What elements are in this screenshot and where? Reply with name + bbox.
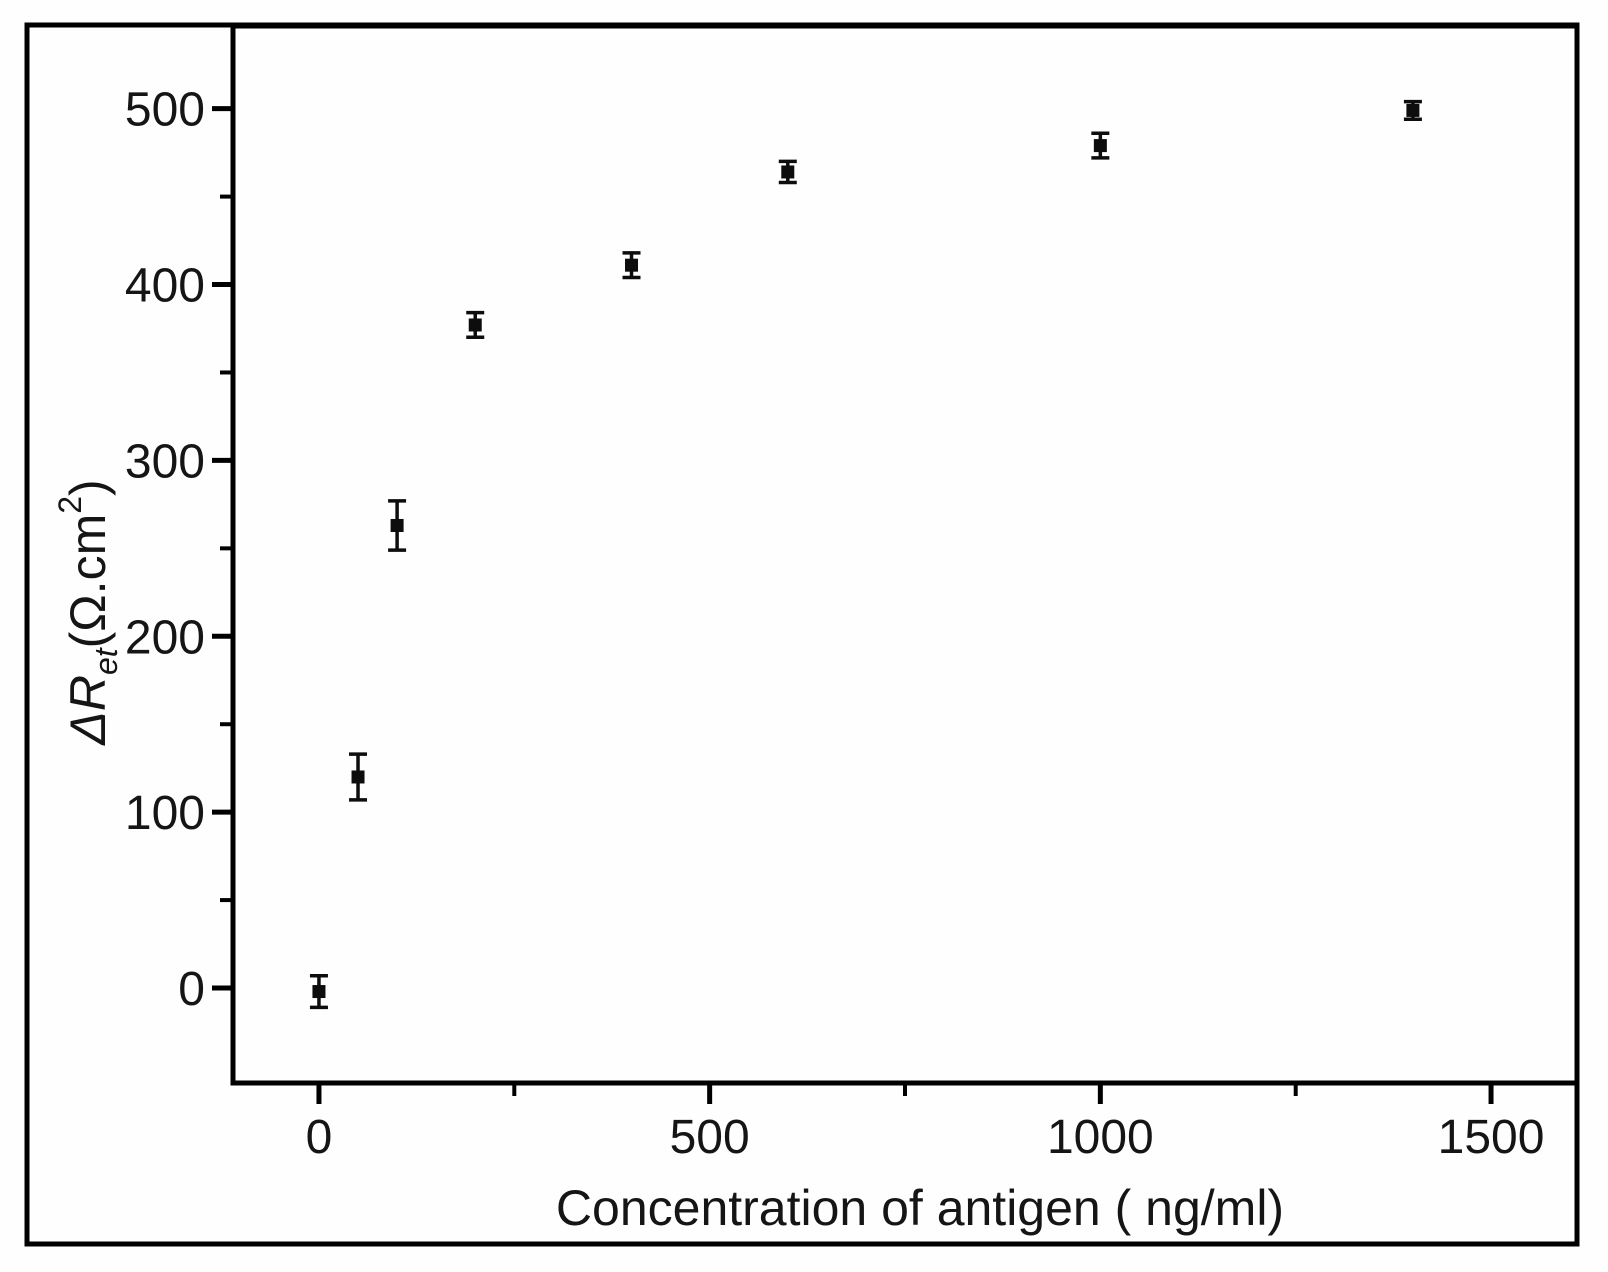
y-tick-label: 500: [125, 84, 205, 137]
data-point: [1091, 131, 1110, 160]
plot-content: 0 500 1000 1500 0 100 200 300 400 500: [125, 84, 1545, 1164]
data-point: [778, 159, 797, 185]
figure-border: [24, 22, 1580, 1247]
data-point: [349, 752, 368, 802]
y-tick-label: 100: [125, 787, 205, 840]
y-tick-label: 200: [125, 611, 205, 664]
square-marker: [468, 318, 482, 332]
data-point: [309, 973, 328, 1010]
x-tick-label: 1500: [1438, 1111, 1545, 1164]
y-tick-label: 300: [125, 435, 205, 488]
data-point: [388, 499, 407, 552]
y-tick-label: 0: [178, 963, 205, 1016]
x-axis-title: Concentration of antigen ( ng/ml): [556, 1180, 1284, 1236]
x-tick-label: 0: [306, 1111, 333, 1164]
square-marker: [1093, 139, 1107, 153]
square-marker: [625, 258, 639, 272]
data-point: [466, 310, 485, 340]
square-marker: [781, 165, 795, 179]
y-axis-title: ΔRet(Ω.cm2): [52, 479, 124, 745]
data-point: [622, 251, 641, 280]
data-series: [309, 99, 1422, 1010]
y-tick-label: 400: [125, 260, 205, 313]
data-point: [1403, 99, 1422, 121]
x-tick-label: 500: [670, 1111, 750, 1164]
square-marker: [1406, 103, 1420, 117]
square-marker: [351, 770, 365, 784]
square-marker: [312, 985, 326, 999]
plot-box: [230, 23, 1580, 1086]
y-axis-title-group: ΔRet(Ω.cm2): [52, 479, 124, 745]
square-marker: [390, 518, 404, 532]
x-tick-label: 1000: [1047, 1111, 1154, 1164]
